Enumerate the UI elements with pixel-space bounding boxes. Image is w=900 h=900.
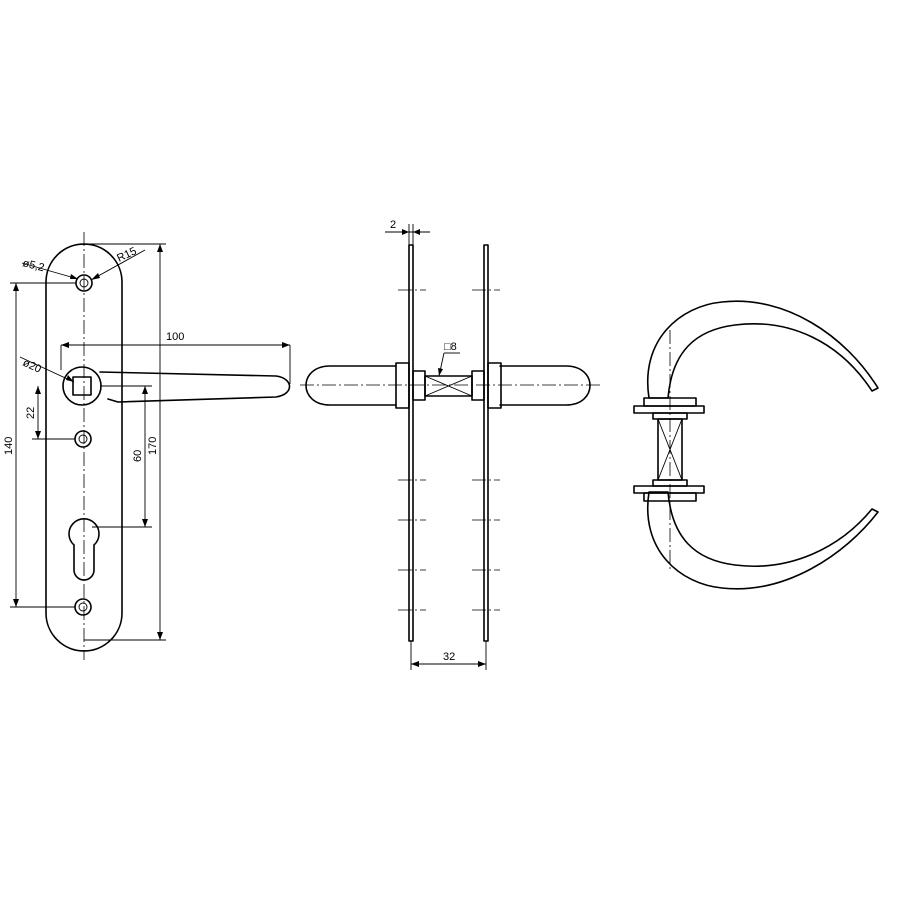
right-rose xyxy=(487,362,502,409)
left-rose xyxy=(395,362,410,409)
dim-spindle-square: □8 xyxy=(444,341,457,353)
dim-plate-length: 140 xyxy=(3,437,15,455)
dim-door-thickness: 32 xyxy=(443,651,455,663)
top-screw-hole-inner xyxy=(79,278,89,288)
middle-screw-hole xyxy=(74,430,92,448)
escutcheon-plate xyxy=(45,243,123,652)
cylinder-cutout xyxy=(68,518,100,581)
bottom-screw-hole xyxy=(74,598,92,616)
lever-handle xyxy=(99,371,291,403)
dim-hole-leader xyxy=(21,262,79,280)
dim-radius-arrow xyxy=(91,273,100,280)
dim-spindle-offset: 22 xyxy=(25,407,37,419)
dim-hole-arrow xyxy=(70,274,78,279)
dim-plate-radius: R15 xyxy=(115,245,138,264)
lower-rose-plate xyxy=(633,485,705,494)
rose xyxy=(62,366,102,406)
front-view: ø5,2 R15 100 ø20 140 22 6 xyxy=(3,232,291,660)
right-plate xyxy=(483,244,489,642)
dim-radius-leader xyxy=(90,249,146,281)
middle-screw-hole-inner xyxy=(78,434,88,444)
dim-rose-diameter: ø20 xyxy=(21,357,43,376)
dim-plate-thickness: 2 xyxy=(390,219,396,231)
right-lever-end xyxy=(499,365,591,406)
dim-lever-length: 100 xyxy=(166,331,184,343)
upper-lever xyxy=(646,300,879,399)
dim-hole-diameter: ø5,2 xyxy=(21,257,45,274)
lower-lever xyxy=(646,491,879,590)
top-view xyxy=(633,300,879,590)
dim-cylinder-offset: 60 xyxy=(132,450,144,462)
spindle xyxy=(424,375,473,397)
left-plate xyxy=(408,244,414,642)
dim-total-length: 170 xyxy=(147,437,159,455)
left-lever-end xyxy=(305,365,397,406)
dim-rose-leader xyxy=(19,356,75,383)
upper-rose-plate xyxy=(633,405,705,414)
side-view: 2 □8 32 xyxy=(300,219,600,670)
bottom-screw-hole-inner xyxy=(78,602,88,612)
spindle-square-hole xyxy=(72,376,92,396)
